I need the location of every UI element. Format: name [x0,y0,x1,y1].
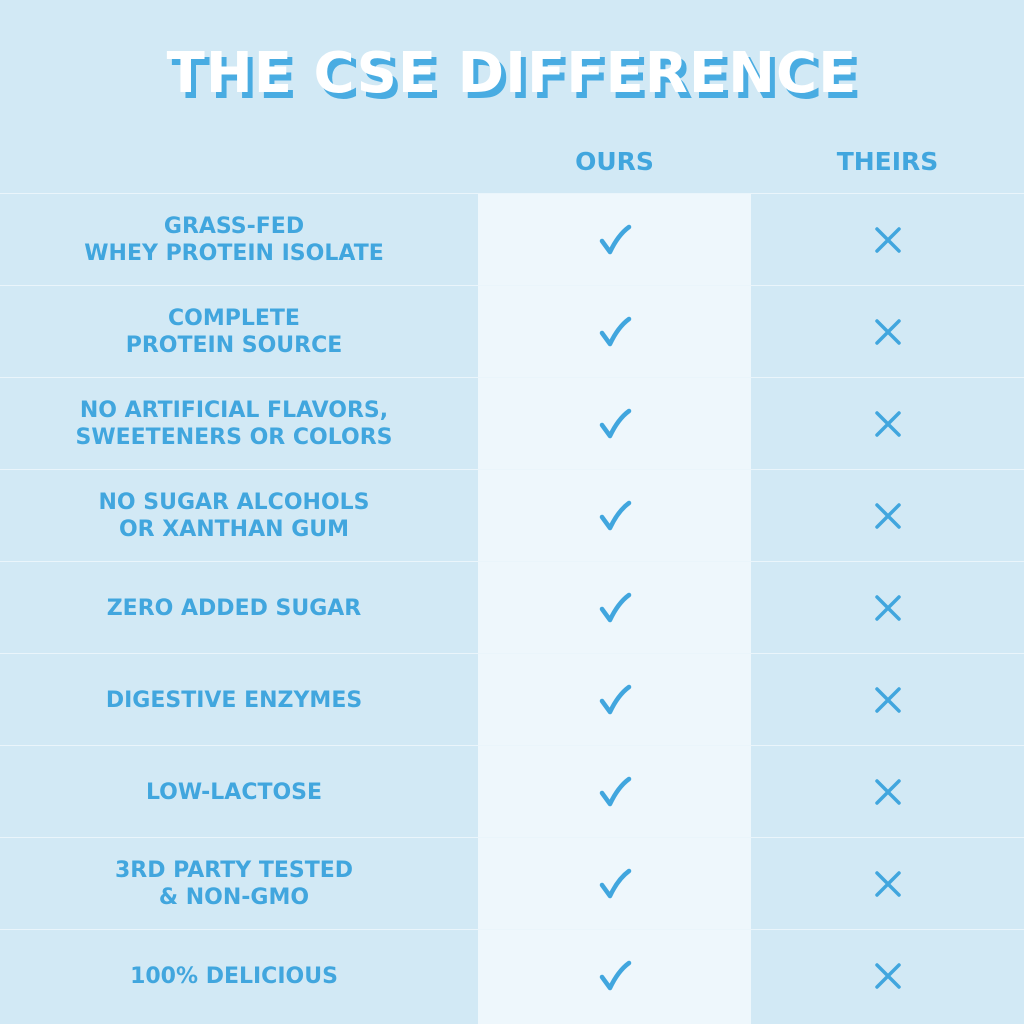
table-row: DIGESTIVE ENZYMES [0,654,1024,746]
x-icon [751,746,1024,838]
x-icon [751,654,1024,746]
feature-label: ZERO ADDED SUGAR [106,595,362,621]
row-divider [0,377,1024,378]
x-icon [751,930,1024,1022]
page-title: THE CSE DIFFERENCE [166,41,858,106]
check-icon [478,746,751,838]
check-icon [478,194,751,286]
feature-cell: GRASS-FED WHEY PROTEIN ISOLATE [0,194,468,286]
check-icon [478,930,751,1022]
check-icon [478,378,751,470]
table-row: NO SUGAR ALCOHOLS OR XANTHAN GUM [0,470,1024,562]
feature-label: DIGESTIVE ENZYMES [105,687,363,713]
row-divider [0,653,1024,654]
table-row: NO ARTIFICIAL FLAVORS, SWEETENERS OR COL… [0,378,1024,470]
feature-cell: NO ARTIFICIAL FLAVORS, SWEETENERS OR COL… [0,378,468,470]
feature-label: COMPLETE PROTEIN SOURCE [125,306,343,358]
check-icon [478,654,751,746]
row-divider [0,745,1024,746]
feature-label: GRASS-FED WHEY PROTEIN ISOLATE [84,214,384,266]
x-icon [751,562,1024,654]
check-icon [478,470,751,562]
feature-label: NO SUGAR ALCOHOLS OR XANTHAN GUM [98,490,370,542]
feature-cell: DIGESTIVE ENZYMES [0,654,468,746]
table-row: 3RD PARTY TESTED & NON-GMO [0,838,1024,930]
feature-label: 100% DELICIOUS [130,963,338,989]
feature-label: LOW-LACTOSE [145,779,323,805]
feature-cell: ZERO ADDED SUGAR [0,562,468,654]
table-row: LOW-LACTOSE [0,746,1024,838]
feature-cell: COMPLETE PROTEIN SOURCE [0,286,468,378]
row-divider [0,929,1024,930]
row-divider [0,837,1024,838]
table-row: COMPLETE PROTEIN SOURCE [0,286,1024,378]
feature-cell: LOW-LACTOSE [0,746,468,838]
feature-cell: NO SUGAR ALCOHOLS OR XANTHAN GUM [0,470,468,562]
row-divider [0,469,1024,470]
row-divider [0,193,1024,194]
table-row: 100% DELICIOUS [0,930,1024,1022]
x-icon [751,286,1024,378]
check-icon [478,838,751,930]
ours-column-header: OURS [575,147,654,176]
row-divider [0,285,1024,286]
check-icon [478,562,751,654]
feature-label: NO ARTIFICIAL FLAVORS, SWEETENERS OR COL… [75,398,393,450]
x-icon [751,194,1024,286]
table-row: GRASS-FED WHEY PROTEIN ISOLATE [0,194,1024,286]
x-icon [751,838,1024,930]
check-icon [478,286,751,378]
x-icon [751,470,1024,562]
table-row: ZERO ADDED SUGAR [0,562,1024,654]
row-divider [0,561,1024,562]
feature-cell: 3RD PARTY TESTED & NON-GMO [0,838,468,930]
theirs-column-header: THEIRS [836,147,939,176]
feature-label: 3RD PARTY TESTED & NON-GMO [114,858,354,910]
x-icon [751,378,1024,470]
feature-cell: 100% DELICIOUS [0,930,468,1022]
